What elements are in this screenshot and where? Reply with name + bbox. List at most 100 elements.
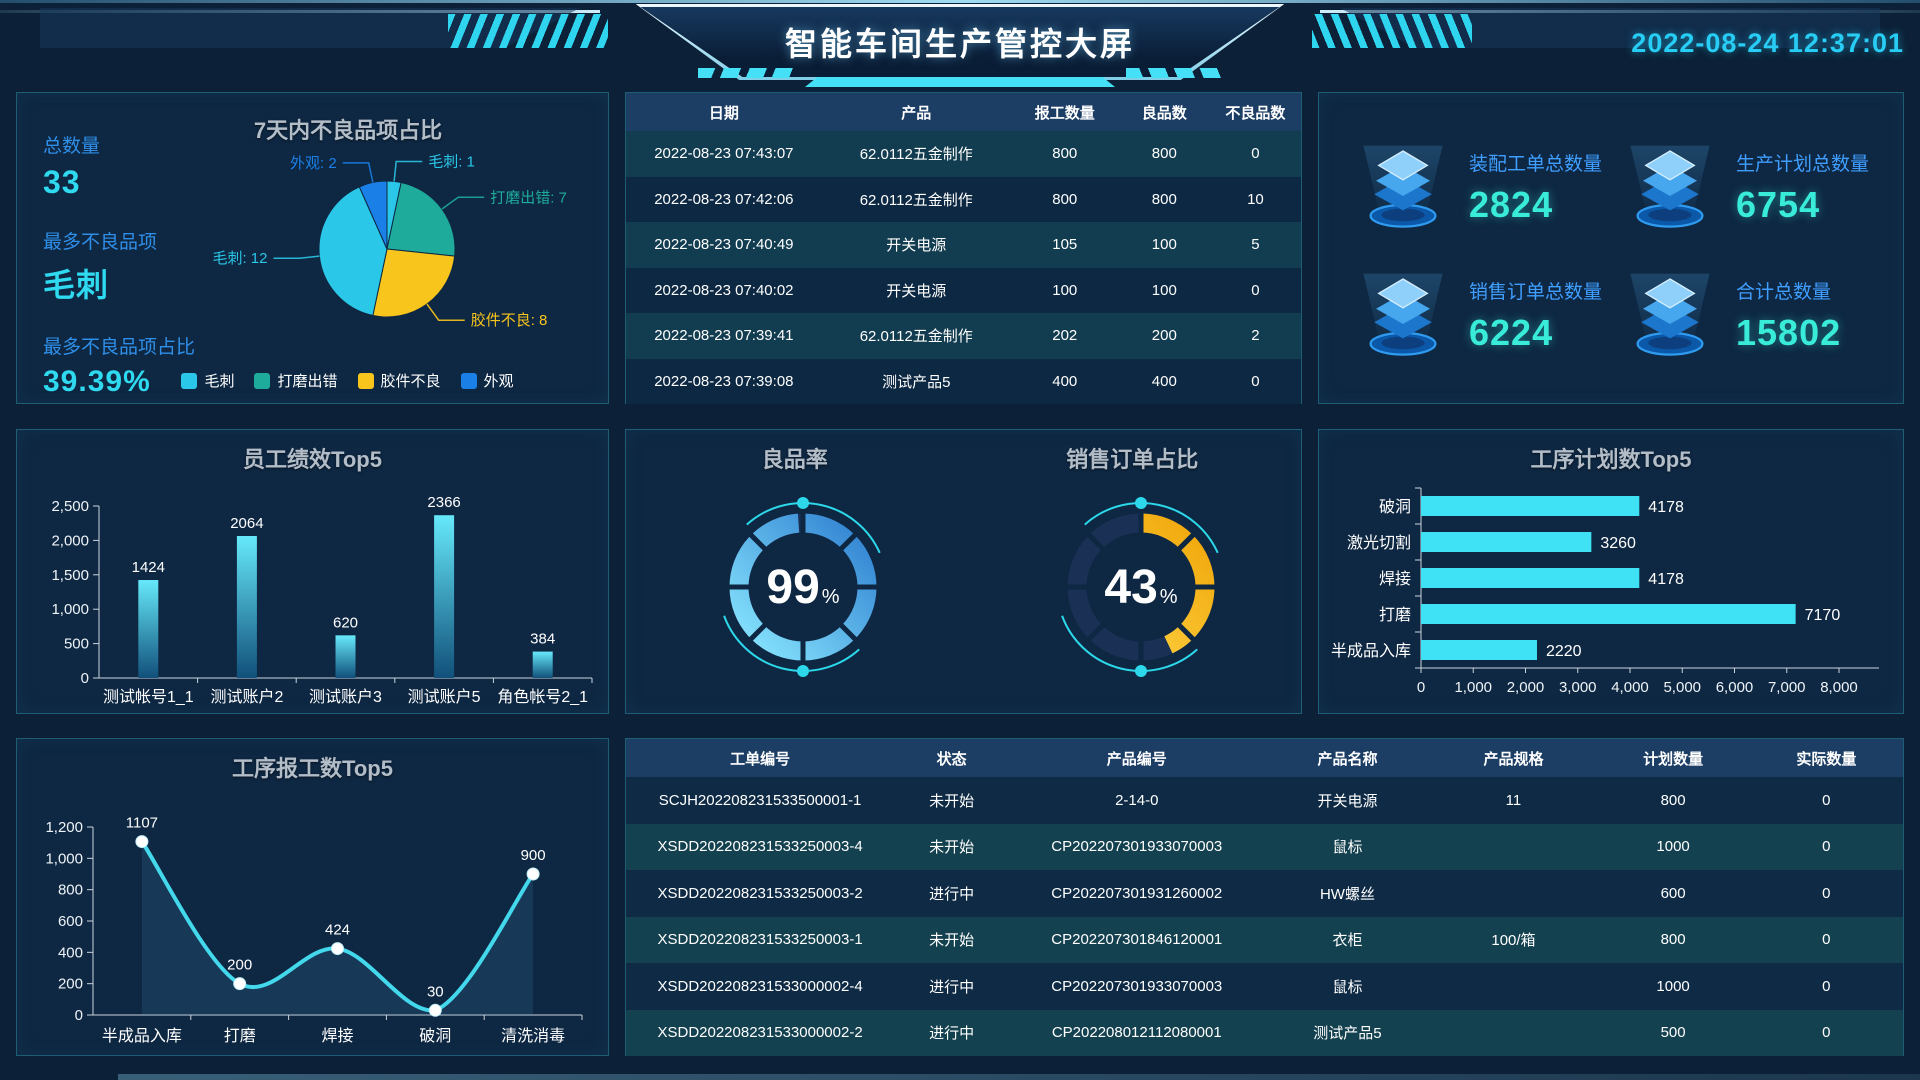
sales-gauge-title: 销售订单占比	[1066, 447, 1199, 472]
svg-text:7,000: 7,000	[1768, 679, 1806, 696]
svg-text:测试账户3: 测试账户3	[309, 688, 382, 706]
table-cell: 62.0112五金制作	[859, 191, 973, 209]
stat-value: 2824	[1469, 183, 1554, 225]
stat-label: 生产计划总数量	[1736, 153, 1870, 175]
work-order-table: 工单编号 状态 产品编号 产品名称 产品规格 计划数量 实际数量 SCJH202208231…	[626, 739, 1903, 1056]
column-header: 产品名称	[1264, 739, 1431, 777]
legend-item[interactable]: 打磨出错	[254, 370, 338, 391]
svg-text:1424: 1424	[132, 559, 165, 576]
table-row: 2022-08-23 07:40:02 开关电源 100 100 0	[626, 267, 1301, 313]
table-row: XSDD202208231533000002-2 进行中 CP20220801211…	[626, 1009, 1903, 1056]
svg-text:半成品入库: 半成品入库	[1331, 642, 1411, 660]
svg-text:破洞: 破洞	[1379, 498, 1411, 516]
table-cell	[1430, 824, 1596, 871]
table-cell	[1430, 870, 1596, 917]
svg-text:7170: 7170	[1805, 607, 1841, 624]
table-cell: 62.0112五金制作	[859, 146, 973, 164]
svg-text:5,000: 5,000	[1663, 679, 1701, 696]
stacked-layers-icon	[1629, 144, 1711, 228]
table-cell: 开关电源	[886, 282, 947, 300]
svg-text:500: 500	[64, 636, 89, 653]
svg-text:400: 400	[58, 944, 83, 961]
production-report-table: 日期 产品 报工数量 良品数 不良品数 2022-08-23 07:43:07 62.01…	[626, 93, 1301, 404]
plan-chart-title: 工序计划数Top5	[1530, 447, 1692, 472]
header-right-stripes	[1312, 14, 1472, 48]
table-cell: 0	[1822, 977, 1831, 995]
svg-text:焊接: 焊接	[1379, 570, 1411, 588]
svg-text:测试账户2: 测试账户2	[210, 688, 283, 706]
svg-text:1107: 1107	[126, 815, 158, 832]
svg-text:384: 384	[530, 631, 555, 648]
legend-label: 外观	[483, 373, 514, 390]
defect-pie-chart: 毛刺: 1 打磨出错: 7 胶件不良: 8 毛刺: 12 外观: 2	[212, 153, 567, 329]
stat-value: 6754	[1736, 183, 1821, 225]
table-cell: 11	[1505, 791, 1522, 809]
stat-sales-orders: 销售订单总数量 6224	[1349, 251, 1616, 379]
header: 智能车间生产管控大屏 2022-08-24 12:37:01	[0, 0, 1920, 90]
table-row: XSDD202208231533250003-4 未开始 CP20220730193…	[626, 823, 1903, 871]
svg-text:焊接: 焊接	[321, 1027, 353, 1045]
stat-value: 15802	[1736, 311, 1842, 353]
table-cell: 2	[1251, 327, 1260, 345]
svg-text:1,000: 1,000	[51, 601, 89, 618]
table-cell: 0	[1251, 145, 1260, 163]
legend-swatch	[181, 372, 198, 389]
legend-swatch	[254, 372, 271, 389]
title-banner: 智能车间生产管控大屏	[615, 4, 1305, 87]
gauge-value: 99%	[766, 561, 839, 614]
table-cell: 2022-08-23 07:39:08	[654, 372, 794, 390]
svg-text:2366: 2366	[427, 494, 460, 511]
order-stats-panel: 装配工单总数量 2824 生产计划总数量 6754 销售订单总数量 6224 合…	[1318, 92, 1904, 404]
total-count-label: 总数量	[43, 136, 101, 157]
table-cell: 400	[1151, 372, 1177, 390]
table-cell: 0	[1822, 931, 1831, 949]
legend-swatch	[357, 372, 374, 389]
stat-label: 销售订单总数量	[1469, 281, 1603, 303]
column-header: 产品规格	[1430, 739, 1597, 777]
table-header-row: 工单编号 状态 产品编号 产品名称 产品规格 计划数量 实际数量	[626, 739, 1903, 777]
legend-item[interactable]: 外观	[460, 370, 514, 391]
svg-text:4,000: 4,000	[1611, 679, 1649, 696]
stacked-layers-icon	[1362, 144, 1444, 228]
table-cell: 鼠标	[1332, 978, 1363, 996]
pie-label: 打磨出错: 7	[490, 189, 567, 206]
line-chart-title: 工序报工数Top5	[232, 756, 393, 781]
table-cell: 62.0112五金制作	[859, 328, 973, 346]
table-cell: 800	[1052, 145, 1078, 163]
svg-text:6,000: 6,000	[1716, 679, 1754, 696]
yield-gauge-title: 良品率	[761, 447, 828, 472]
table-cell: 100	[1151, 281, 1177, 299]
svg-text:200: 200	[58, 976, 83, 993]
table-cell: 未开始	[929, 839, 975, 857]
work-order-panel: 工单编号 状态 产品编号 产品名称 产品规格 计划数量 实际数量 SCJH202208231…	[625, 738, 1904, 1056]
stat-total: 合计总数量 15802	[1616, 251, 1883, 379]
plan-hbar-chart: 0 1,000 2,000 3,000 4,000 5,000 6,000 7,000 8,00…	[1331, 487, 1879, 696]
gauge-value: 43%	[1104, 561, 1177, 614]
table-cell: 800	[1052, 190, 1078, 208]
legend-item[interactable]: 毛刺	[181, 370, 234, 391]
defect-chart-title: 7天内不良品项占比	[253, 118, 443, 143]
column-header: 状态	[894, 739, 1010, 777]
performance-bar-chart: 0 500 1,000 1,500 2,000 2,500 1424 测试帐号1_1 2064 测…	[51, 494, 593, 706]
table-cell: CP202208012112080001	[1051, 1024, 1222, 1042]
svg-text:2,500: 2,500	[51, 498, 89, 515]
bottom-border-line	[118, 1074, 1920, 1080]
table-cell: 1000	[1656, 838, 1690, 856]
svg-text:1,500: 1,500	[51, 567, 89, 584]
table-cell: 0	[1251, 281, 1260, 299]
pie-label: 毛刺: 1	[428, 153, 475, 170]
table-cell: 进行中	[929, 978, 975, 996]
table-cell: 1000	[1656, 977, 1690, 995]
legend-item[interactable]: 胶件不良	[357, 370, 441, 391]
legend-swatch	[460, 372, 477, 389]
top-defect-ratio-value: 39.39%	[43, 365, 151, 398]
table-cell: 进行中	[929, 885, 975, 903]
table-cell: 200	[1151, 327, 1177, 345]
table-cell: 800	[1660, 791, 1686, 809]
svg-text:1,000: 1,000	[1454, 679, 1492, 696]
table-cell: CP202207301931260002	[1051, 884, 1223, 902]
svg-text:1,200: 1,200	[45, 819, 83, 836]
total-count-value: 33	[43, 164, 81, 200]
table-cell: 5	[1251, 236, 1260, 254]
table-cell: 800	[1151, 190, 1177, 208]
